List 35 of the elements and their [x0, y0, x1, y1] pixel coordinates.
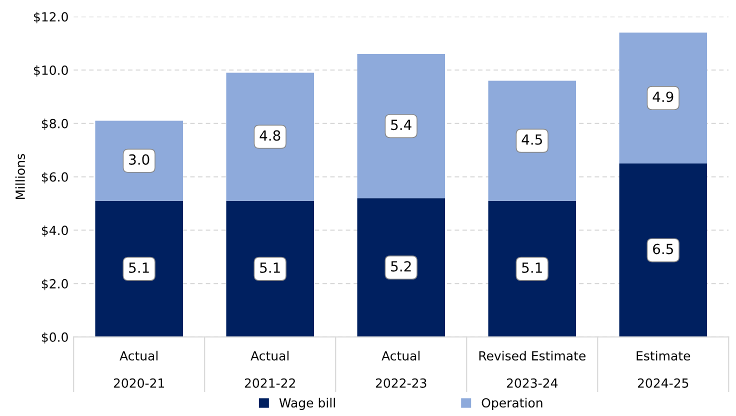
- category-label: Actual 2020-21: [114, 350, 164, 388]
- data-label: 3.0: [129, 154, 150, 165]
- data-label: 5.2: [391, 261, 411, 272]
- bar: [226, 72, 314, 201]
- bar: [95, 200, 183, 337]
- bar: [226, 200, 314, 337]
- category-label: Actual 2022-23: [376, 350, 426, 388]
- y-tick-label: $2.0: [42, 278, 68, 290]
- data-label: 6.5: [653, 244, 673, 254]
- category-label: Actual 2021-22: [244, 350, 295, 388]
- bar: [619, 32, 708, 164]
- bar: [488, 200, 576, 337]
- legend-label: Operation: [482, 398, 542, 410]
- data-label: 5.1: [260, 262, 280, 273]
- y-tick-label: $0.0: [42, 332, 68, 344]
- bar: [95, 120, 183, 201]
- y-tick-label: $10.0: [34, 65, 68, 77]
- bar: [619, 163, 708, 337]
- y-tick-label: $8.0: [42, 118, 68, 130]
- bar: [488, 80, 576, 201]
- y-tick-label: $6.0: [42, 172, 68, 184]
- data-label: 5.4: [391, 120, 412, 130]
- y-tick-label: $4.0: [42, 225, 68, 237]
- data-label: 5.1: [522, 262, 542, 273]
- bar: [357, 54, 446, 198]
- y-tick-label: $12.0: [34, 12, 68, 24]
- data-label: 5.1: [129, 262, 149, 273]
- data-label: 4.5: [522, 134, 542, 145]
- data-label: 4.8: [260, 130, 280, 141]
- bar: [357, 198, 446, 337]
- category-label: Revised Estimate 2023-24: [479, 350, 586, 388]
- y-axis-title: Millions: [15, 154, 25, 199]
- legend-label: Wage bill: [279, 398, 335, 410]
- category-label: Estimate 2024-25: [636, 350, 690, 388]
- data-label: 4.9: [652, 92, 674, 102]
